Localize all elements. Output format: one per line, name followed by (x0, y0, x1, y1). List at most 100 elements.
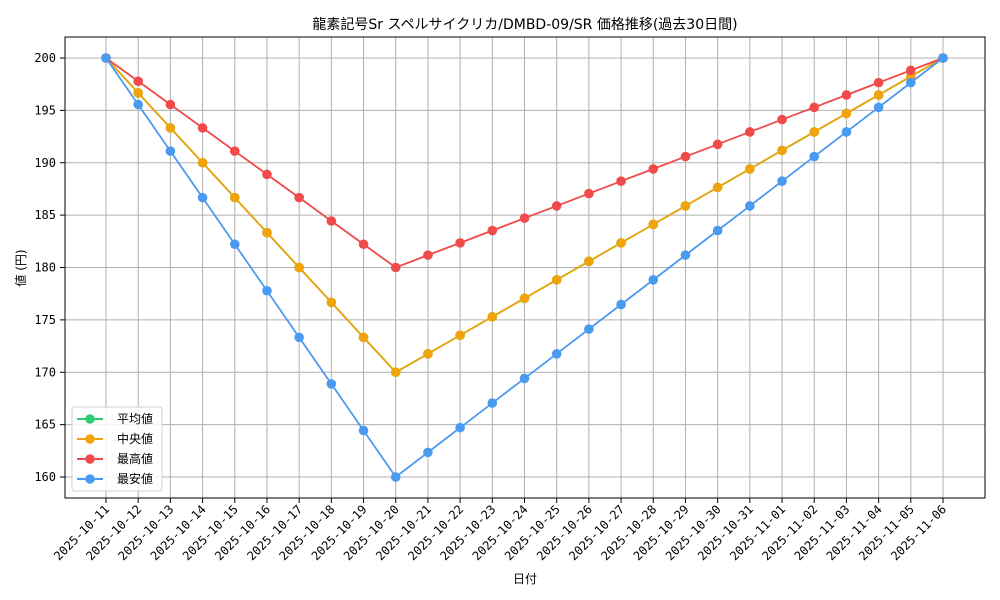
data-point (841, 108, 852, 119)
legend-item: 中央値 (77, 431, 153, 446)
series-line (101, 53, 948, 482)
data-point (455, 330, 465, 341)
data-point (777, 114, 787, 125)
data-point (809, 102, 820, 113)
data-point (616, 238, 626, 248)
y-tick-label: 200 (34, 51, 56, 65)
data-point (841, 127, 852, 137)
data-point (133, 76, 143, 87)
data-point (938, 53, 948, 63)
data-point (745, 201, 755, 211)
legend-item: 最高値 (77, 451, 153, 466)
chart-title: 龍素記号Sr スペルサイクリカ/DMBD-09/SR 価格推移(過去30日間) (312, 16, 737, 33)
data-point (358, 239, 369, 250)
data-point (551, 201, 562, 211)
data-point (841, 90, 852, 100)
data-point (873, 102, 884, 113)
legend-label: 最高値 (117, 451, 153, 466)
y-tick-label: 175 (34, 313, 56, 327)
data-point (906, 65, 916, 76)
data-point (455, 422, 465, 433)
data-point (584, 324, 594, 334)
data-point (390, 262, 401, 273)
data-point (584, 256, 594, 267)
data-point (809, 127, 820, 137)
data-point (294, 332, 304, 343)
data-point (165, 99, 176, 110)
data-point (294, 192, 304, 203)
y-axis-label: 値 (円) (13, 249, 28, 286)
data-point (712, 139, 723, 150)
data-point (326, 379, 337, 389)
data-point (551, 349, 562, 359)
data-point (519, 373, 530, 384)
data-point (358, 425, 369, 436)
data-point (197, 192, 208, 203)
data-point (423, 447, 433, 458)
grid-lines (65, 37, 985, 498)
data-point (229, 192, 240, 203)
data-point (326, 216, 337, 226)
data-point (133, 99, 143, 110)
data-point (519, 293, 530, 304)
legend-label: 中央値 (117, 431, 153, 446)
legend-label: 最安値 (117, 471, 153, 486)
y-axis-ticks: 160 165 170 175 180 185 190 195 200 (34, 51, 65, 484)
data-point (873, 90, 884, 100)
data-point (777, 145, 787, 156)
data-point (873, 77, 884, 88)
data-point (777, 176, 787, 186)
data-series (101, 53, 948, 482)
data-point (358, 332, 369, 343)
x-axis-ticks: 2025-10-112025-10-122025-10-132025-10-14… (51, 498, 949, 563)
y-tick-label: 190 (34, 156, 56, 170)
y-tick-label: 185 (34, 208, 56, 222)
data-point (680, 250, 691, 260)
y-tick-label: 160 (34, 470, 56, 484)
data-point (712, 225, 723, 236)
data-point (423, 349, 433, 359)
y-tick-label: 195 (34, 103, 56, 117)
data-point (648, 164, 659, 174)
data-point (262, 285, 272, 296)
data-point (680, 151, 691, 162)
data-point (487, 312, 498, 322)
data-point (133, 88, 143, 98)
data-point (390, 472, 401, 482)
y-tick-label: 180 (34, 261, 56, 275)
data-point (229, 239, 240, 250)
data-point (455, 238, 465, 248)
data-point (648, 219, 659, 230)
data-point (423, 250, 433, 260)
data-point (197, 123, 208, 133)
data-point (712, 182, 723, 193)
y-tick-label: 165 (34, 418, 56, 432)
data-point (745, 164, 755, 174)
data-point (487, 225, 498, 236)
data-point (551, 275, 562, 285)
data-point (229, 146, 240, 156)
data-point (519, 213, 530, 223)
data-point (101, 53, 111, 63)
data-point (165, 146, 176, 156)
data-point (165, 123, 176, 133)
data-point (487, 398, 498, 408)
legend-label: 平均値 (117, 411, 153, 426)
legend-item: 平均値 (77, 411, 153, 426)
data-point (584, 188, 594, 199)
data-point (809, 151, 820, 162)
data-point (680, 201, 691, 211)
legend-box (71, 406, 163, 492)
data-point (745, 127, 755, 137)
x-axis-label: 日付 (513, 572, 537, 586)
data-point (262, 227, 272, 238)
data-point (294, 262, 304, 273)
data-point (906, 77, 916, 88)
y-tick-label: 170 (34, 365, 56, 379)
data-point (390, 367, 401, 378)
data-point (262, 169, 272, 180)
data-point (616, 176, 626, 186)
data-point (326, 297, 337, 308)
